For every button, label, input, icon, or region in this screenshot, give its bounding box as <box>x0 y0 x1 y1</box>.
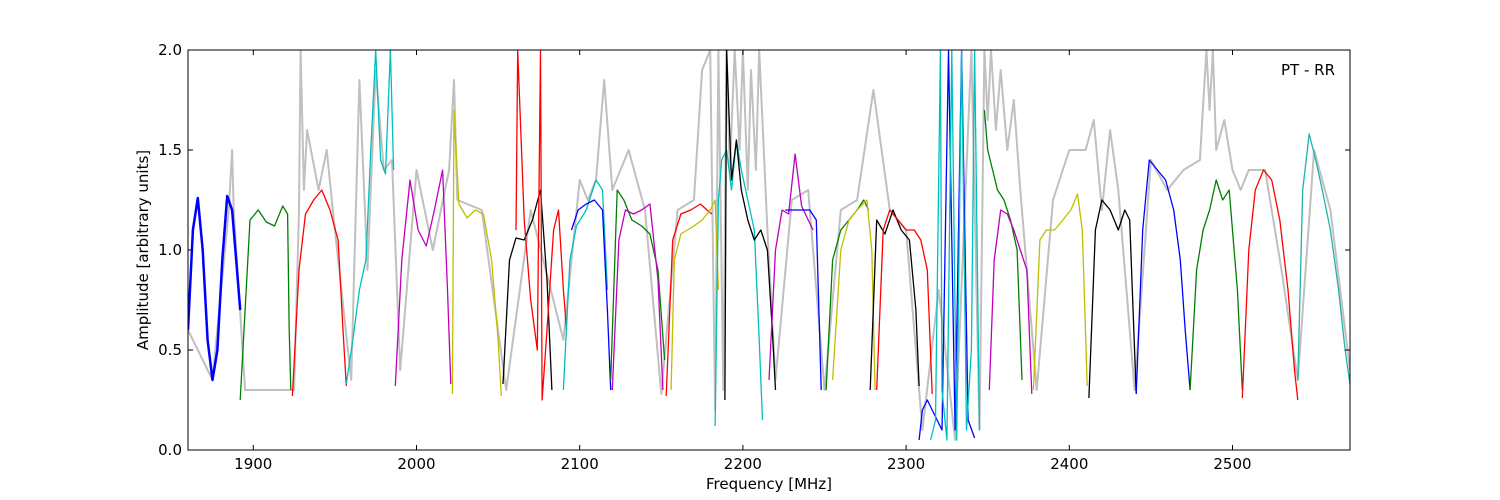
x-tick-label: 2300 <box>887 455 925 473</box>
series-line-14 <box>670 199 720 391</box>
y-axis: 0.0 0.5 1.0 1.5 2.0 <box>158 41 1350 459</box>
series-line-10 <box>570 199 612 391</box>
series-line-5 <box>394 169 452 387</box>
y-axis-label: Amplitude [arbitrary units] <box>134 150 152 350</box>
y-tick-label: 0.0 <box>158 441 182 459</box>
series-line-3 <box>291 189 347 397</box>
series-line-17 <box>768 153 814 381</box>
x-tick-label: 2400 <box>1050 455 1088 473</box>
x-axis-label: Frequency [MHz] <box>706 475 832 493</box>
series-line-7 <box>502 189 553 391</box>
series-line-1 <box>188 194 242 382</box>
series-line-22 <box>876 209 933 395</box>
series-line-4 <box>345 50 395 385</box>
series-line-28 <box>1088 199 1137 399</box>
x-tick-label: 2100 <box>561 455 599 473</box>
series-line-16 <box>724 50 777 401</box>
y-tick-label: 1.0 <box>158 241 182 259</box>
y-tick-label: 2.0 <box>158 41 182 59</box>
series-line-8 <box>515 50 568 401</box>
y-tick-label: 1.5 <box>158 141 182 159</box>
x-tick-label: 2500 <box>1213 455 1251 473</box>
series-group <box>188 50 1350 441</box>
series-line-25 <box>983 109 1023 381</box>
series-line-9 <box>562 179 609 391</box>
series-line-2 <box>239 205 292 401</box>
legend-label: PT - RR <box>1281 61 1335 79</box>
series-line-24 <box>929 50 981 441</box>
series-line-26 <box>988 209 1033 395</box>
x-tick-label: 1900 <box>234 455 272 473</box>
series-line-29 <box>1135 159 1191 395</box>
series-line-13 <box>665 203 713 397</box>
x-tick-label: 2000 <box>397 455 435 473</box>
series-line-31 <box>1241 169 1299 401</box>
series-line-32 <box>1297 133 1350 385</box>
series-line-18 <box>785 209 822 391</box>
y-tick-label: 0.5 <box>158 341 182 359</box>
x-axis: 1900 2000 2100 2200 2300 2400 2500 <box>234 50 1252 473</box>
series-line-12 <box>611 203 664 391</box>
series-line-30 <box>1189 179 1243 391</box>
series-line-27 <box>1032 193 1088 391</box>
series-line-6 <box>451 109 502 397</box>
x-tick-label: 2200 <box>724 455 762 473</box>
series-line-20 <box>831 199 876 391</box>
